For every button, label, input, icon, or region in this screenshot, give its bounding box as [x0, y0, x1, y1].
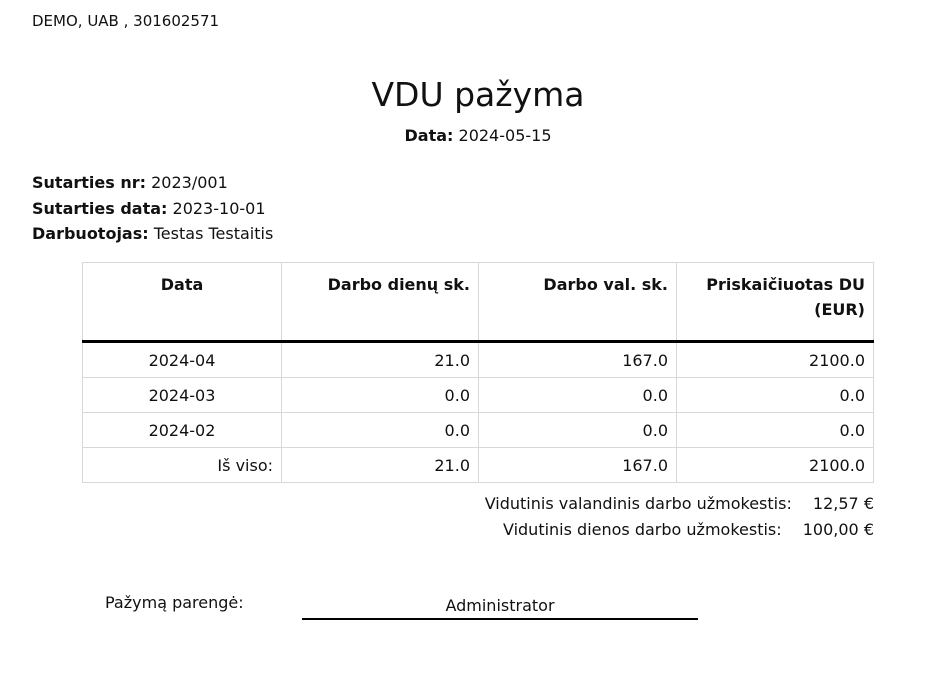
- contract-info: Sutarties nr: 2023/001 Sutarties data: 2…: [32, 170, 273, 247]
- table-total-row: Iš viso: 21.0 167.0 2100.0: [82, 447, 874, 483]
- row-salary: 0.0: [676, 412, 874, 448]
- averages-summary: Vidutinis valandinis darbo užmokestis: 1…: [485, 491, 874, 543]
- salary-table: Data Darbo dienų sk. Darbo val. sk. Pris…: [82, 262, 874, 483]
- row-salary: 0.0: [676, 377, 874, 413]
- row-work-hours: 0.0: [478, 412, 677, 448]
- average-hourly-label: Vidutinis valandinis darbo užmokestis:: [484, 494, 792, 513]
- average-daily-label: Vidutinis dienos darbo užmokestis:: [502, 520, 782, 539]
- average-daily-value: 100,00 €: [802, 520, 874, 539]
- employee-value: Testas Testaitis: [153, 224, 274, 243]
- date-label: Data:: [404, 126, 454, 145]
- contract-date-row: Sutarties data: 2023-10-01: [32, 196, 273, 222]
- row-work-hours: 167.0: [478, 341, 677, 378]
- row-date: 2024-03: [82, 377, 282, 413]
- header-work-days: Darbo dienų sk.: [281, 262, 479, 343]
- contract-date-label: Sutarties data:: [32, 198, 168, 218]
- signature-line: [302, 618, 698, 620]
- total-label: Iš viso:: [82, 447, 282, 483]
- row-salary: 2100.0: [676, 341, 874, 378]
- prepared-by-label: Pažymą parengė:: [105, 593, 244, 612]
- date-value: 2024-05-15: [458, 126, 552, 145]
- header-work-hours: Darbo val. sk.: [478, 262, 677, 343]
- prepared-by-name: Administrator: [445, 596, 555, 615]
- total-work-hours: 167.0: [478, 447, 677, 483]
- document-date: Data: 2024-05-15: [0, 126, 945, 145]
- table-header-row: Data Darbo dienų sk. Darbo val. sk. Pris…: [82, 262, 874, 343]
- company-name: DEMO, UAB , 301602571: [32, 12, 220, 30]
- row-date: 2024-04: [82, 341, 282, 378]
- row-work-hours: 0.0: [478, 377, 677, 413]
- average-daily-row: Vidutinis dienos darbo užmokestis: 100,0…: [485, 517, 874, 543]
- header-date: Data: [82, 262, 282, 343]
- row-work-days: 21.0: [281, 341, 479, 378]
- table-row: 2024-03 0.0 0.0 0.0: [82, 377, 874, 413]
- header-salary: Priskaičiuotas DU (EUR): [676, 262, 874, 343]
- table-row: 2024-04 21.0 167.0 2100.0: [82, 341, 874, 378]
- contract-number-value: 2023/001: [151, 173, 228, 192]
- employee-label: Darbuotojas:: [32, 224, 149, 243]
- document-title: VDU pažyma: [371, 75, 585, 114]
- row-work-days: 0.0: [281, 377, 479, 413]
- average-hourly-value: 12,57 €: [812, 494, 874, 513]
- total-work-days: 21.0: [281, 447, 479, 483]
- contract-number-row: Sutarties nr: 2023/001: [32, 170, 273, 196]
- row-date: 2024-02: [82, 412, 282, 448]
- total-salary: 2100.0: [676, 447, 874, 483]
- row-work-days: 0.0: [281, 412, 479, 448]
- employee-row: Darbuotojas: Testas Testaitis: [32, 221, 273, 247]
- table-row: 2024-02 0.0 0.0 0.0: [82, 412, 874, 448]
- contract-date-value: 2023-10-01: [172, 198, 266, 218]
- average-hourly-row: Vidutinis valandinis darbo užmokestis: 1…: [485, 491, 874, 517]
- contract-number-label: Sutarties nr:: [32, 173, 147, 192]
